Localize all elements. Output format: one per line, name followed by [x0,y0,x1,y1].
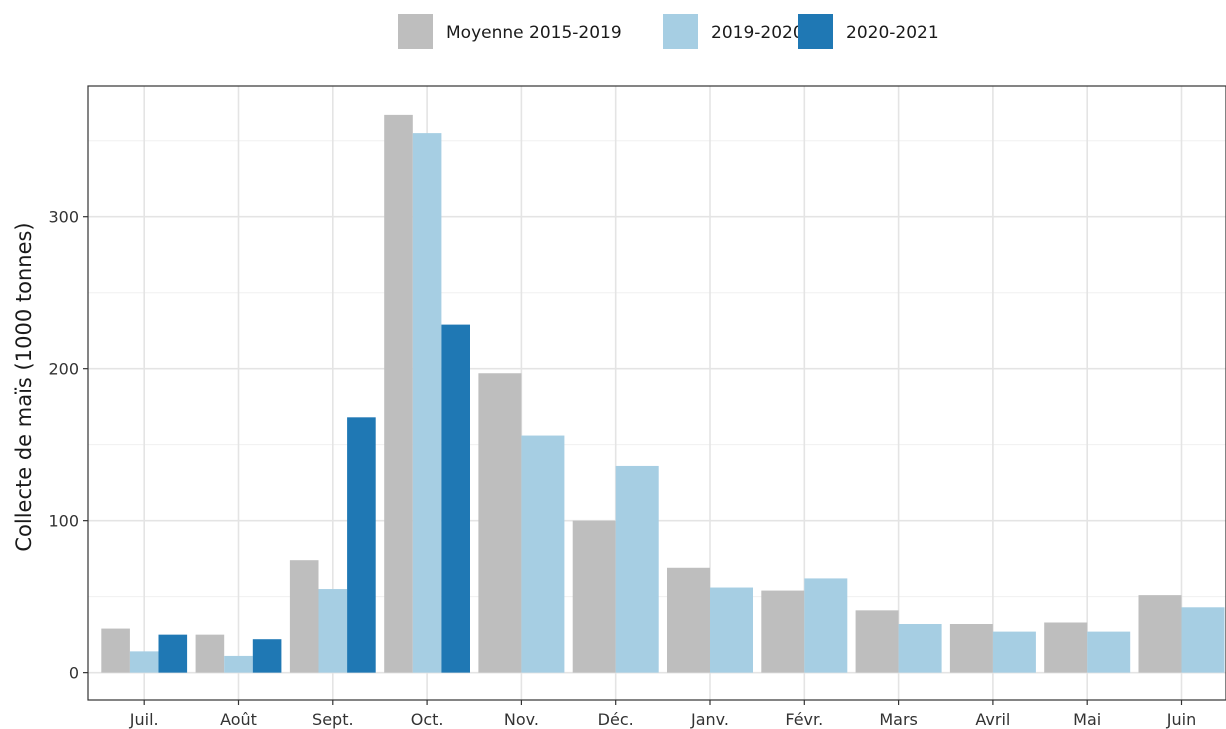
bar-2019-2020 [615,465,659,673]
bar-moyenne-2015-2019 [667,567,710,673]
bar-2020-2021 [158,634,188,673]
bar-moyenne-2015-2019 [761,590,805,673]
bar-2019-2020 [412,133,442,673]
x-tick-label: Août [220,710,257,729]
x-tick-label: Juil. [129,710,159,729]
bar-moyenne-2015-2019 [949,624,993,673]
legend: Moyenne 2015-2019 2019-2020 2020-2021 [398,14,939,49]
x-tick-label: Oct. [411,710,444,729]
bar-2019-2020 [1181,607,1225,673]
legend-key-2019-2020 [663,14,698,49]
bar-2020-2021 [347,417,376,673]
x-tick-label: Sept. [312,710,354,729]
legend-label: 2020-2021 [846,23,939,43]
x-tick-label: Févr. [785,710,823,729]
bar-moyenne-2015-2019 [478,373,522,673]
legend-key-2020-2021 [798,14,833,49]
bar-2019-2020 [318,589,348,673]
bar-2020-2021 [252,639,282,673]
y-axis-title: Collecte de maïs (1000 tonnes) [12,222,36,551]
bars [101,114,1225,673]
x-tick-label: Mai [1073,710,1101,729]
legend-label: Moyenne 2015-2019 [446,23,622,43]
bar-2020-2021 [441,324,470,673]
legend-key-moyenne-2015-2019 [398,14,433,49]
y-axis: 0 100 200 300 [48,208,88,683]
bar-2019-2020 [710,587,753,673]
bar-2019-2020 [129,651,159,673]
bar-2019-2020 [898,624,942,673]
bar-2019-2020 [1087,631,1131,673]
y-tick-label: 100 [48,512,79,531]
y-tick-label: 0 [69,664,79,683]
x-tick-label: Nov. [504,710,539,729]
plot-panel-border [87,85,1226,701]
x-tick-label: Mars [879,710,918,729]
bar-moyenne-2015-2019 [101,628,130,673]
x-tick-label: Janv. [690,710,729,729]
legend-label: 2019-2020 [711,23,804,43]
bar-moyenne-2015-2019 [195,634,225,673]
y-tick-label: 200 [48,360,79,379]
bar-2019-2020 [992,631,1036,673]
bar-moyenne-2015-2019 [855,610,899,673]
bar-moyenne-2015-2019 [384,114,413,673]
bar-moyenne-2015-2019 [289,560,319,673]
x-tick-label: Avril [975,710,1010,729]
x-axis: Juil. Août Sept. Oct. Nov. Déc. Janv. Févr. Mars… [129,700,1196,729]
x-tick-label: Déc. [598,710,634,729]
y-tick-label: 300 [48,208,79,227]
bar-2019-2020 [521,435,565,673]
bar-moyenne-2015-2019 [1138,595,1182,673]
bar-2019-2020 [804,578,848,673]
bar-2019-2020 [224,655,253,673]
bar-moyenne-2015-2019 [572,520,616,673]
bar-moyenne-2015-2019 [1044,622,1088,673]
x-tick-label: Juin [1166,710,1196,729]
